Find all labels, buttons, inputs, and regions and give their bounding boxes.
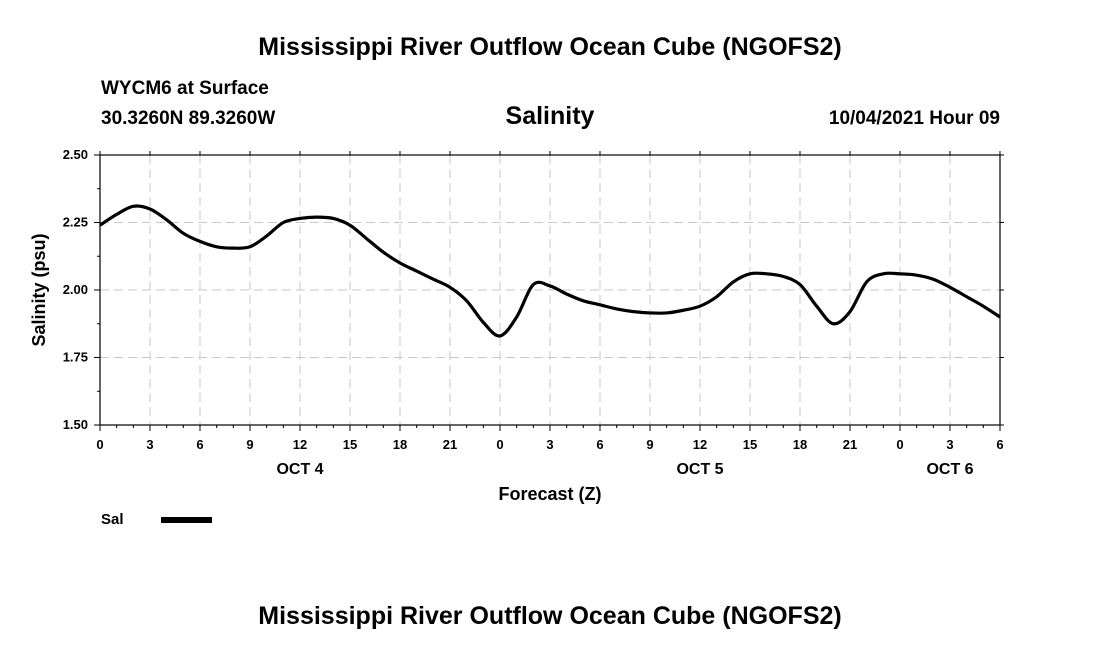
y-tick-label: 2.00: [63, 282, 88, 297]
x-axis-label: Forecast (Z): [498, 484, 601, 504]
x-tick-label: 12: [293, 437, 307, 452]
x-tick-label: 6: [996, 437, 1003, 452]
y-tick-label: 2.25: [63, 215, 88, 230]
station-label: WYCM6 at Surface: [101, 78, 269, 99]
date-label: OCT 6: [926, 461, 973, 478]
y-tick-labels: 1.50 1.75 2.00 2.25 2.50: [63, 147, 88, 432]
x-tick-label: 18: [793, 437, 807, 452]
x-tick-label: 3: [546, 437, 553, 452]
x-tick-label: 3: [946, 437, 953, 452]
y-tick-label: 2.50: [63, 147, 88, 162]
y-tick-label: 1.50: [63, 417, 88, 432]
x-tick-label: 6: [596, 437, 603, 452]
x-tick-label: 15: [343, 437, 357, 452]
x-tick-label: 0: [896, 437, 903, 452]
x-tick-label: 21: [843, 437, 857, 452]
x-tick-labels: 0 3 6 9 12 15 18 21 0 3 6 9 12 15 18 21 0 3 6: [96, 437, 1003, 452]
date-label: OCT 4: [276, 461, 323, 478]
chart-title: Mississippi River Outflow Ocean Cube (NG…: [258, 33, 841, 61]
footer-title: Mississippi River Outflow Ocean Cube (NG…: [258, 602, 841, 630]
date-label: OCT 5: [676, 461, 723, 478]
plot-frame: [99, 154, 1001, 426]
x-tick-label: 12: [693, 437, 707, 452]
x-tick-label: 0: [496, 437, 503, 452]
x-tick-label: 15: [743, 437, 757, 452]
grid-lines: [100, 155, 1000, 425]
series-group: [99, 204, 1001, 338]
coordinates-label: 30.3260N 89.3260W: [101, 108, 275, 129]
datetime-label: 10/04/2021 Hour 09: [829, 108, 1000, 129]
x-tick-label: 18: [393, 437, 407, 452]
x-tick-label: 9: [646, 437, 653, 452]
variable-title: Salinity: [506, 102, 595, 130]
y-axis-label: Salinity (psu): [29, 233, 49, 346]
x-tick-label: 21: [443, 437, 457, 452]
x-tick-label: 6: [196, 437, 203, 452]
date-labels: OCT 4 OCT 5 OCT 6: [276, 461, 973, 478]
x-tick-label: 0: [96, 437, 103, 452]
x-tick-label: 3: [146, 437, 153, 452]
axis-ticks: [94, 151, 1004, 431]
y-tick-label: 1.75: [63, 350, 88, 365]
legend-label: Sal: [101, 511, 124, 528]
series-line-sal: [99, 204, 1001, 338]
x-tick-label: 9: [246, 437, 253, 452]
